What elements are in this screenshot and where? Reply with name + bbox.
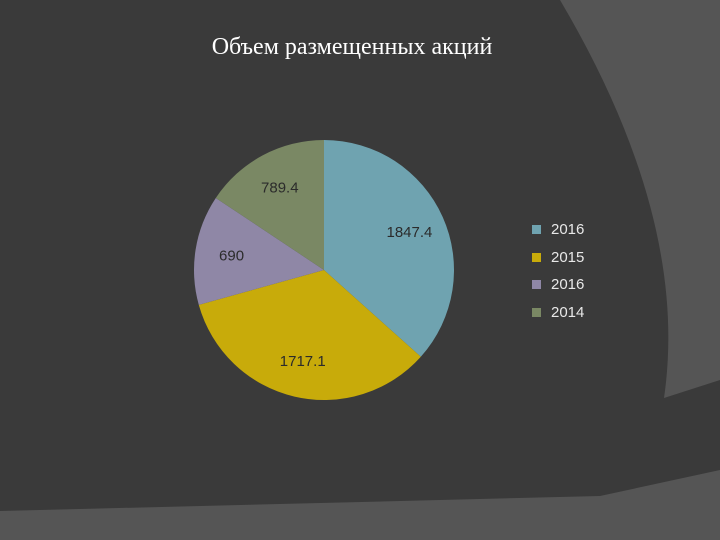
- legend-label-0: 2016: [551, 221, 585, 239]
- legend-item-3: 2014: [532, 299, 584, 327]
- legend-label-2: 2016: [551, 276, 585, 294]
- legend-swatch-0: [532, 225, 541, 235]
- legend-item-2: 2016: [532, 271, 584, 299]
- data-label-0: 1847.4: [387, 224, 433, 241]
- data-label-1: 1717.1: [280, 353, 326, 370]
- chart-legend: 2016 2015 2016 2014: [532, 216, 584, 326]
- legend-label-3: 2014: [551, 303, 585, 321]
- pie-slice-2: [194, 197, 324, 305]
- legend-swatch-2: [532, 280, 541, 290]
- chart-title: Объем размещенных акций: [211, 34, 493, 60]
- pie-slice-0: [324, 140, 455, 357]
- pie-slice-1: [198, 270, 421, 400]
- legend-label-1: 2015: [551, 248, 585, 266]
- data-label-2: 690: [219, 247, 244, 264]
- legend-item-1: 2015: [532, 244, 584, 272]
- legend-item-0: 2016: [532, 216, 584, 244]
- legend-swatch-1: [532, 252, 541, 262]
- legend-swatch-3: [532, 307, 541, 317]
- pie-slice-3: [215, 140, 324, 270]
- data-label-3: 789.4: [261, 179, 299, 196]
